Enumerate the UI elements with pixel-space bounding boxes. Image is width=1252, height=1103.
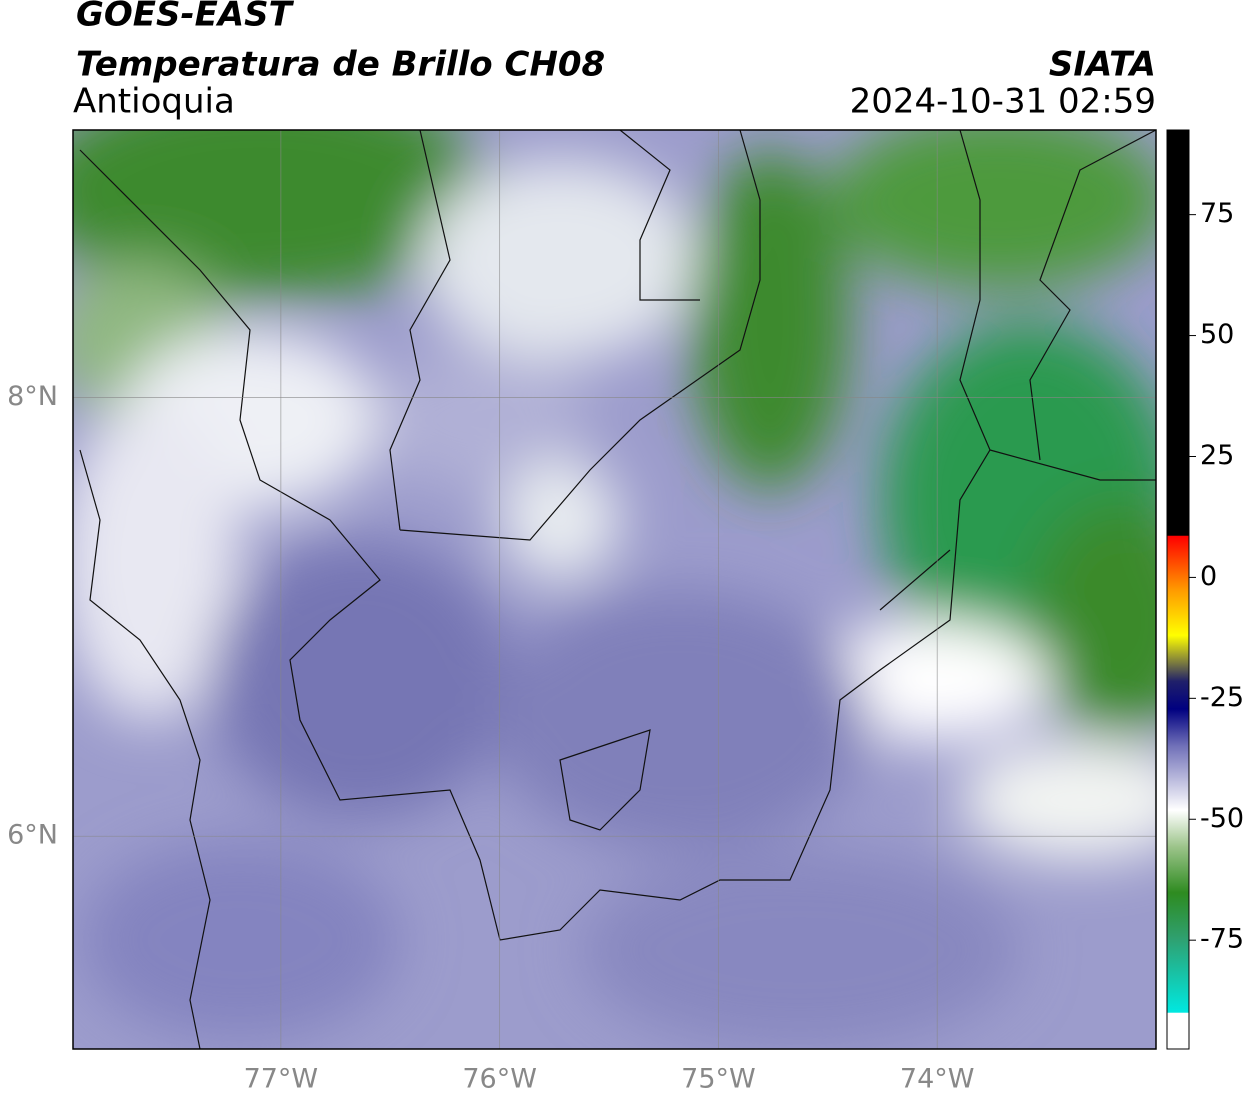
graticule <box>73 130 1156 1049</box>
subtitle: Temperatura de Brillo CH08 <box>76 45 605 85</box>
x-tick-label: 77°W <box>244 1064 319 1095</box>
y-tick-label: 6°N <box>7 820 58 851</box>
colorbar-tick-label: -25 <box>1200 682 1244 713</box>
colorbar <box>1166 129 1190 1050</box>
datetime: 2024-10-31 02:59 <box>850 82 1156 122</box>
colorbar-tick-label: -50 <box>1200 803 1244 834</box>
source: SIATA <box>1049 45 1156 85</box>
map-frame <box>72 129 1157 1050</box>
x-tick-label: 76°W <box>462 1064 537 1095</box>
colorbar-tick-label: 0 <box>1200 561 1217 592</box>
region: Antioquia <box>73 82 235 122</box>
title: GOES-EAST <box>76 0 295 35</box>
colorbar-tick-label: 25 <box>1200 440 1234 471</box>
y-tick-label: 8°N <box>7 381 58 412</box>
satellite-image <box>73 130 1156 1049</box>
colorbar-tick-label: 75 <box>1200 198 1234 229</box>
x-tick-label: 75°W <box>681 1064 756 1095</box>
x-tick-label: 74°W <box>900 1064 975 1095</box>
colorbar-tick-label: -75 <box>1200 924 1244 955</box>
colorbar-tick-label: 50 <box>1200 319 1234 350</box>
